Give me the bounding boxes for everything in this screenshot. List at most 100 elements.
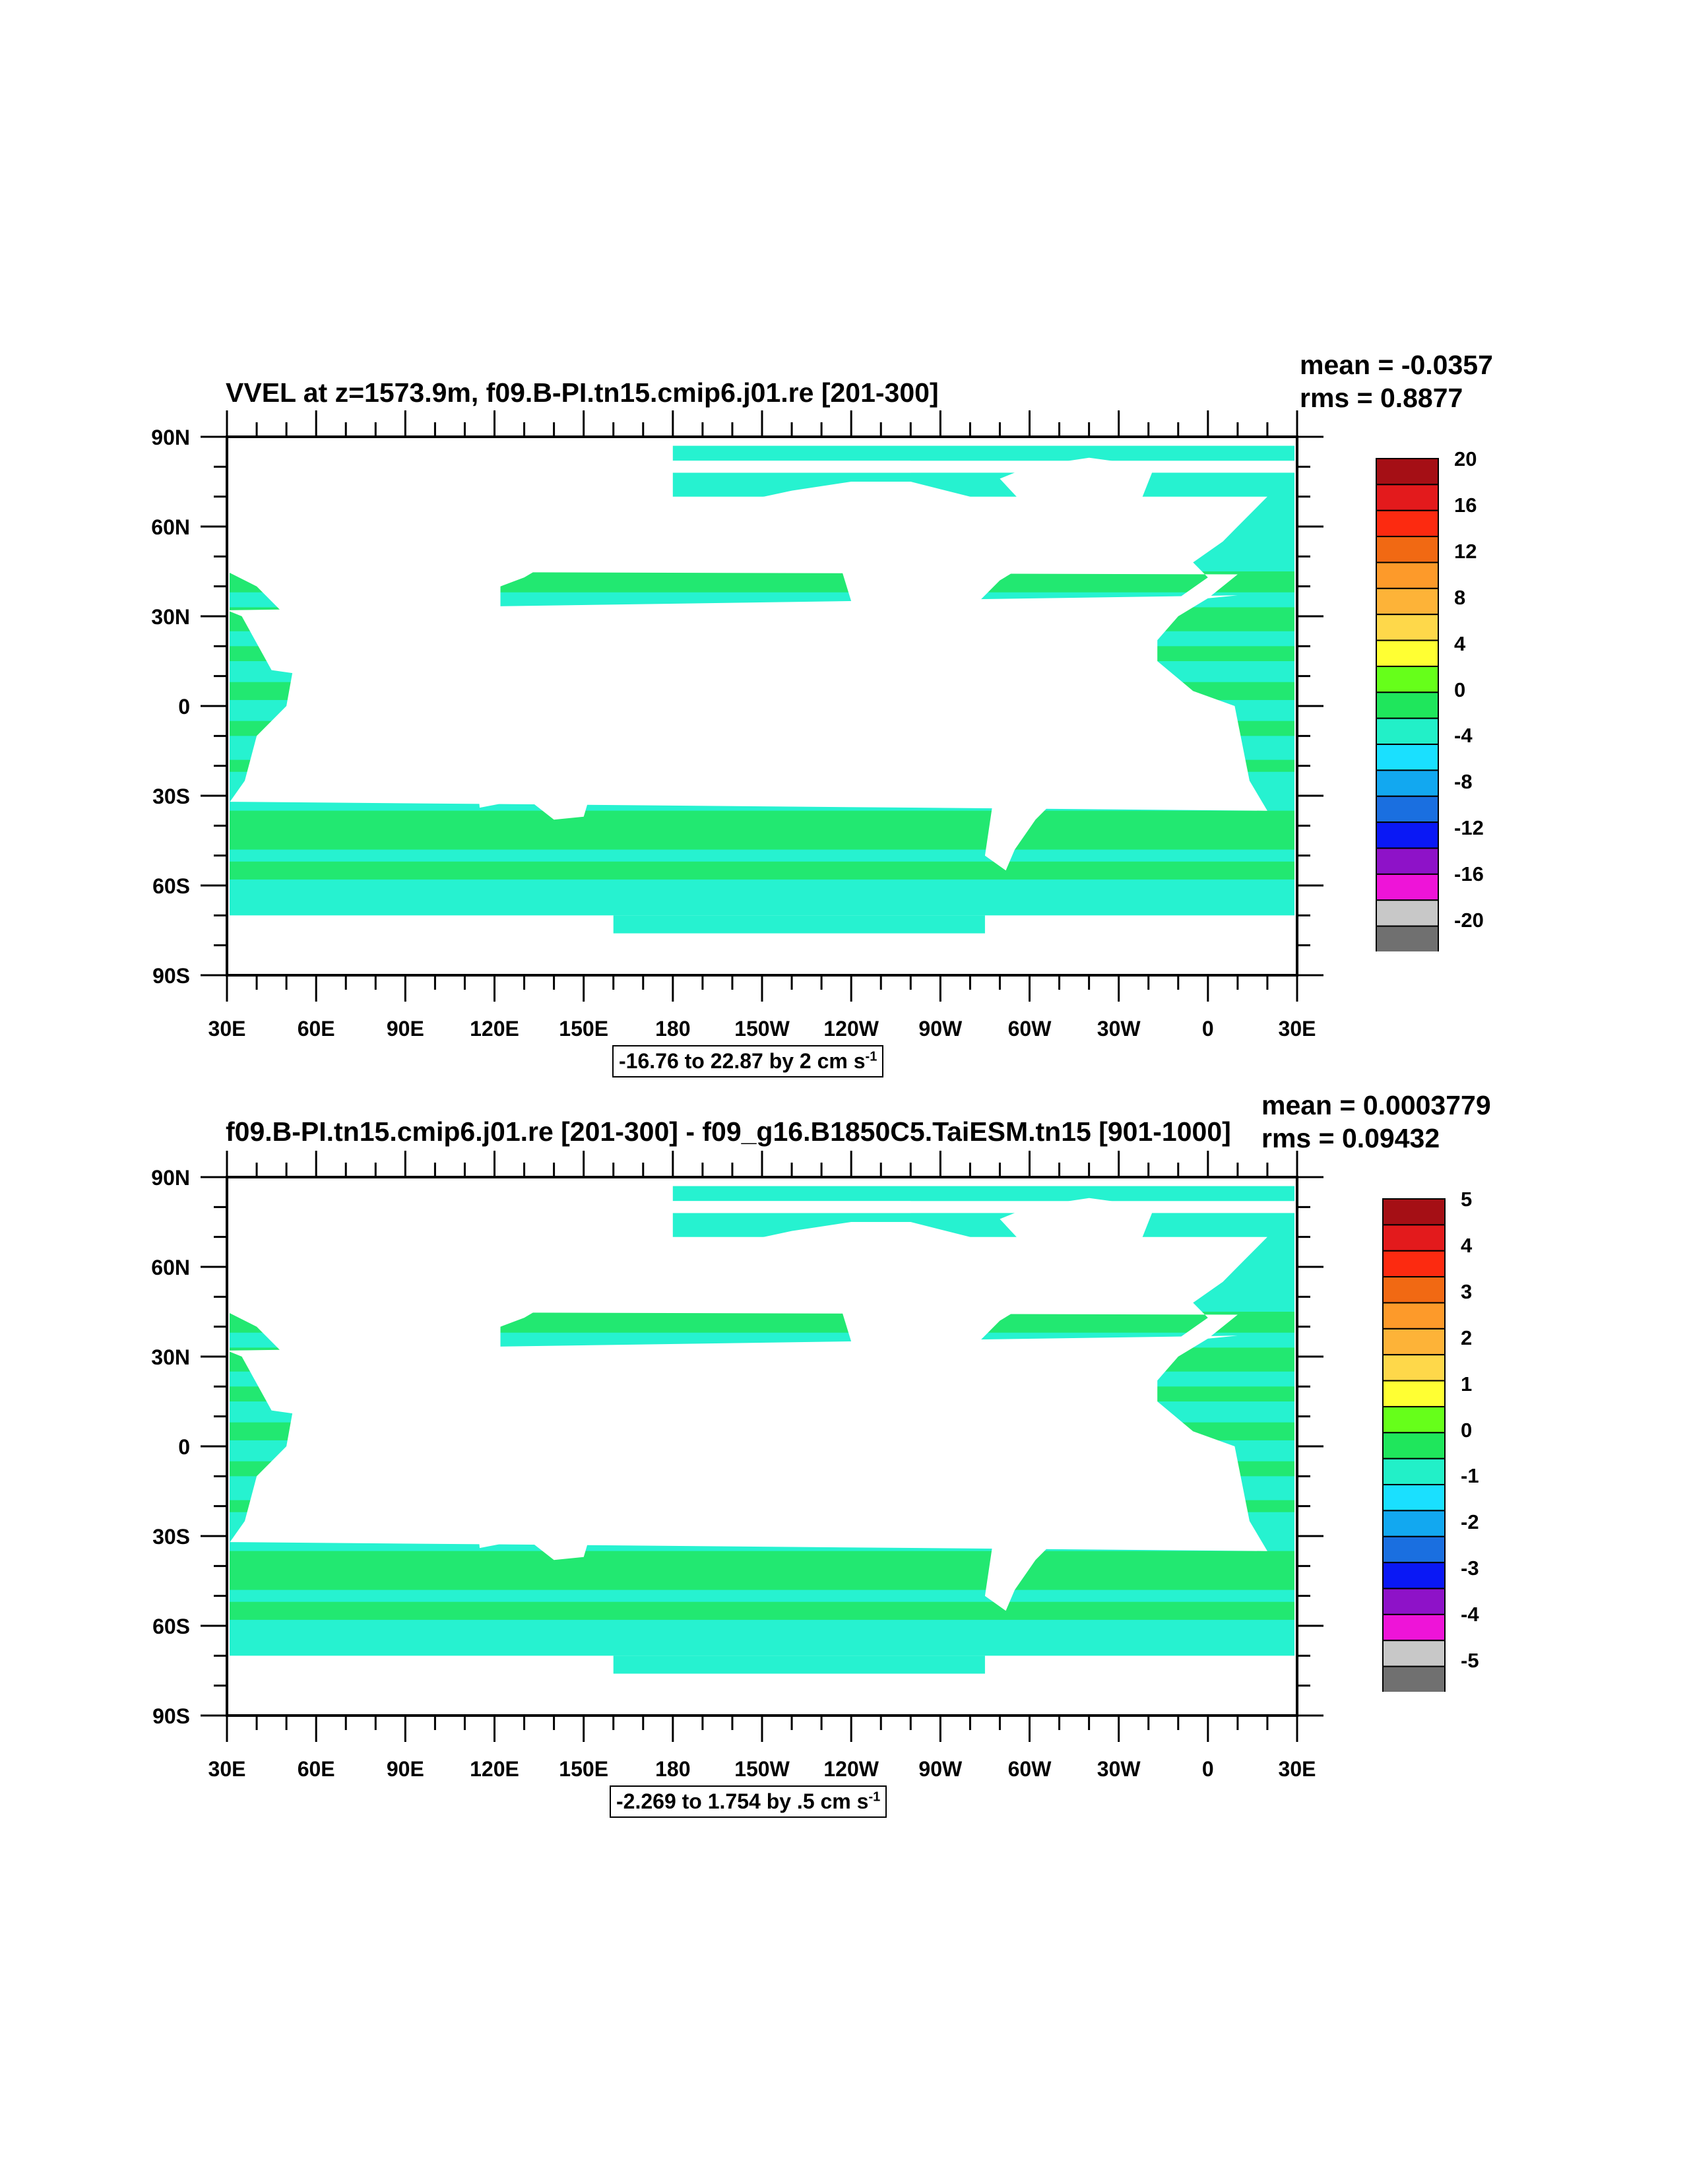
- colorbar-swatch: [1376, 717, 1439, 746]
- colorbar-tick-label: 12: [1454, 539, 1477, 563]
- colorbar-swatch: [1376, 536, 1439, 563]
- velocity-band: [230, 861, 1294, 880]
- lon-label: 30E: [1279, 1017, 1316, 1041]
- contour-info-unit-exponent: -1: [865, 1049, 877, 1064]
- colorbar-swatch: [1382, 1458, 1446, 1486]
- colorbar-swatch: [1382, 1588, 1446, 1615]
- lon-label: 0: [1202, 1017, 1214, 1041]
- colorbar-swatch: [1376, 665, 1439, 693]
- colorbar-swatch: [1376, 925, 1439, 953]
- mean-stat: mean = -0.0357: [1300, 350, 1493, 380]
- rms-stat: rms = 0.8877: [1300, 383, 1463, 413]
- lon-label: 90W: [918, 1757, 963, 1781]
- colorbar-tick-label: 5: [1461, 1188, 1473, 1211]
- colorbar: [1382, 1198, 1448, 1695]
- lon-label: 120E: [470, 1757, 519, 1781]
- land-mask: [227, 1237, 1267, 1339]
- colorbar-swatch: [1382, 1405, 1446, 1434]
- colorbar-swatch: [1376, 769, 1439, 797]
- ocean-field: [227, 437, 1297, 975]
- colorbar-swatch: [1376, 795, 1439, 823]
- land-mask: [970, 670, 1104, 871]
- colorbar-tick-label: -20: [1454, 909, 1484, 932]
- colorbar-tick-label: -4: [1461, 1603, 1479, 1626]
- colorbar-tick-label: 20: [1454, 447, 1477, 470]
- lon-label: 120W: [823, 1757, 879, 1781]
- lon-label: 150W: [734, 1757, 790, 1781]
- contour-info-text: -16.76 to 22.87 by 2 cm s: [619, 1049, 866, 1073]
- lat-label: 60S: [152, 874, 190, 898]
- colorbar-tick-label: -5: [1461, 1649, 1479, 1673]
- lon-label: 120E: [470, 1017, 519, 1041]
- colorbar-swatch: [1382, 1510, 1446, 1537]
- colorbar-swatch: [1382, 1354, 1446, 1382]
- colorbar-swatch: [1376, 821, 1439, 849]
- colorbar-tick-label: -4: [1454, 724, 1473, 748]
- mean-stat: mean = 0.0003779: [1261, 1090, 1491, 1120]
- colorbar-swatch: [1382, 1432, 1446, 1460]
- colorbar-tick-label: 16: [1454, 493, 1477, 517]
- colorbar-swatches: [1382, 1198, 1446, 1694]
- arctic-land-mask: [583, 1201, 911, 1213]
- lat-label: 30S: [152, 1525, 190, 1549]
- lon-label: 90E: [387, 1017, 424, 1041]
- velocity-band: [230, 1601, 1294, 1620]
- colorbar-swatch: [1376, 847, 1439, 875]
- colorbar-tick-label: -2: [1461, 1510, 1479, 1534]
- rms-stat: rms = 0.09432: [1261, 1123, 1440, 1153]
- colorbar-swatch: [1376, 744, 1439, 771]
- lat-label: 90N: [151, 426, 190, 449]
- map-plot: 90N 60N 30N 0 30S 60S 90S 30E 60E 90E 120E 150E 180 1…: [151, 410, 1323, 1041]
- lon-label: 180: [655, 1017, 690, 1041]
- colorbar-swatch: [1382, 1302, 1446, 1330]
- lon-label: 90W: [918, 1017, 963, 1041]
- velocity-band: [230, 1551, 1294, 1590]
- lat-label: 60S: [152, 1615, 190, 1638]
- colorbar-swatch: [1376, 458, 1439, 486]
- contour-info-text: -2.269 to 1.754 by .5 cm s: [616, 1789, 869, 1813]
- lon-label: 150W: [734, 1017, 790, 1041]
- colorbar-tick-label: 2: [1461, 1326, 1473, 1349]
- colorbar-swatch: [1382, 1613, 1446, 1642]
- colorbar-tick-label: 4: [1461, 1233, 1473, 1257]
- contour-info-unit-exponent: -1: [868, 1789, 881, 1805]
- colorbar-swatch: [1376, 484, 1439, 511]
- colorbar-swatch: [1382, 1562, 1446, 1590]
- north-pole-mask: [227, 437, 1297, 443]
- lon-label: 120W: [823, 1017, 879, 1041]
- colorbar-swatch: [1376, 873, 1439, 901]
- arctic-land-mask: [583, 461, 911, 473]
- ocean-field: [227, 1177, 1297, 1716]
- lon-label: 90E: [387, 1757, 424, 1781]
- colorbar-tick-label: 8: [1454, 585, 1466, 609]
- lon-label: 30E: [208, 1017, 246, 1041]
- colorbar-tick-label: -3: [1461, 1557, 1479, 1580]
- colorbar-swatch: [1382, 1276, 1446, 1304]
- lat-label: 90N: [151, 1166, 190, 1190]
- panel-title: VVEL at z=1573.9m, f09.B-PI.tn15.cmip6.j…: [226, 377, 939, 408]
- colorbar-tick-label: -8: [1454, 770, 1473, 794]
- north-pole-mask: [227, 1177, 1297, 1184]
- colorbar-swatches: [1376, 458, 1439, 953]
- colorbar-swatch: [1382, 1198, 1446, 1226]
- lat-label: 30S: [152, 785, 190, 808]
- colorbar-swatch: [1382, 1250, 1446, 1278]
- world-map-svg: 90N 60N 30N 0 30S 60S 90S 30E 60E 90E 120E 150E 180 1…: [151, 410, 1323, 1041]
- lat-label: 30N: [151, 605, 190, 629]
- lon-label: 150E: [559, 1017, 608, 1041]
- land-mask: [476, 1479, 593, 1560]
- colorbar-tick-label: -16: [1454, 862, 1484, 886]
- colorbar-swatch: [1376, 587, 1439, 616]
- map-plot: 90N 60N 30N 0 30S 60S 90S 30E 60E 90E 120E 150E 180 1…: [151, 1151, 1323, 1781]
- colorbar-swatch: [1382, 1328, 1446, 1356]
- lon-label: 60E: [298, 1017, 335, 1041]
- colorbar-swatch: [1382, 1665, 1446, 1694]
- southern-ocean-extension: [613, 915, 985, 934]
- colorbar-tick-label: 1: [1461, 1372, 1473, 1396]
- colorbar-swatch: [1382, 1380, 1446, 1407]
- colorbar-swatch: [1382, 1484, 1446, 1512]
- colorbar-tick-label: 0: [1461, 1418, 1473, 1442]
- contour-info-box: -16.76 to 22.87 by 2 cm s-1: [612, 1045, 884, 1077]
- colorbar-tick-label: 4: [1454, 631, 1466, 655]
- lon-label: 30W: [1097, 1017, 1141, 1041]
